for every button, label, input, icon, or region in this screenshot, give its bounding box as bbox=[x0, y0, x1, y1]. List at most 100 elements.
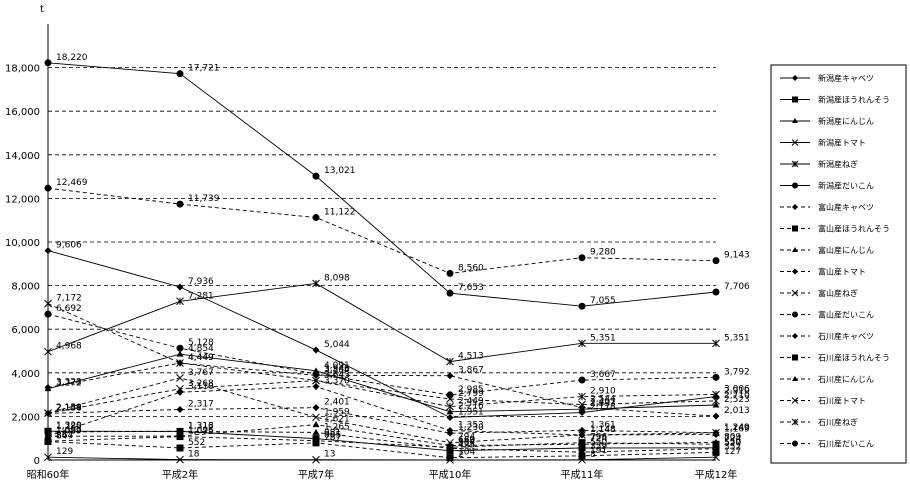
data-label: 2,523 bbox=[724, 395, 750, 405]
series-line bbox=[47, 436, 717, 448]
point-marker bbox=[712, 428, 720, 437]
legend-label: 富山産にんじん bbox=[818, 245, 874, 255]
point-marker bbox=[312, 371, 320, 379]
data-label: 3,792 bbox=[724, 367, 750, 377]
data-label: 7,055 bbox=[590, 296, 616, 306]
point-marker bbox=[446, 357, 454, 366]
point-marker bbox=[791, 289, 799, 297]
data-label: 4,091 bbox=[324, 361, 350, 371]
point-marker bbox=[176, 374, 184, 382]
data-label: 4,854 bbox=[188, 344, 214, 354]
point-marker bbox=[176, 427, 184, 434]
point-marker bbox=[44, 409, 52, 417]
data-label: 129 bbox=[56, 447, 73, 457]
legend-label: 新潟産ねぎ bbox=[818, 159, 858, 169]
series-line bbox=[47, 187, 717, 274]
data-label: 3,946 bbox=[324, 364, 350, 374]
point-marker bbox=[44, 59, 52, 67]
point-marker bbox=[312, 413, 320, 422]
data-label: 1,621 bbox=[324, 415, 350, 425]
data-label: 1,249 bbox=[724, 423, 750, 433]
point-marker bbox=[712, 412, 720, 420]
point-marker bbox=[792, 96, 798, 103]
data-label: 4,513 bbox=[458, 352, 484, 362]
data-label: 9,280 bbox=[590, 248, 616, 258]
point-marker bbox=[176, 344, 184, 352]
data-label: 2,799 bbox=[458, 389, 484, 399]
point-marker bbox=[44, 347, 52, 356]
point-marker bbox=[792, 204, 798, 210]
data-label: 724 bbox=[590, 434, 607, 444]
point-marker bbox=[792, 247, 798, 252]
point-marker bbox=[792, 376, 798, 381]
data-label: 127 bbox=[724, 447, 741, 457]
data-label: 191 bbox=[590, 446, 607, 456]
data-label: 11,739 bbox=[188, 194, 220, 204]
point-marker bbox=[176, 200, 184, 208]
data-label: 552 bbox=[188, 438, 205, 448]
data-label: 1,230 bbox=[458, 423, 484, 433]
data-label: 7,172 bbox=[56, 294, 82, 304]
series-line bbox=[47, 386, 717, 437]
data-label: 1,148 bbox=[590, 425, 616, 435]
point-marker bbox=[446, 391, 454, 399]
data-label: 1,075 bbox=[188, 427, 214, 437]
data-label: 520 bbox=[724, 439, 741, 449]
point-marker bbox=[578, 392, 586, 401]
x-tick-label: 平成2年 bbox=[162, 468, 198, 481]
point-marker bbox=[446, 438, 454, 447]
point-marker bbox=[578, 426, 586, 434]
data-label: 2,407 bbox=[590, 398, 616, 408]
point-marker bbox=[712, 288, 720, 296]
point-marker bbox=[312, 455, 320, 464]
y-tick-label: 6,000 bbox=[11, 325, 40, 336]
data-label: 2,159 bbox=[56, 403, 82, 413]
data-label: 794 bbox=[458, 433, 475, 443]
point-marker bbox=[712, 257, 720, 265]
data-label: 1,320 bbox=[56, 421, 82, 431]
point-marker bbox=[44, 438, 52, 446]
data-label: 2,178 bbox=[590, 403, 616, 413]
point-marker bbox=[712, 390, 720, 399]
point-marker bbox=[446, 413, 454, 421]
legend-label: 新潟産トマト bbox=[818, 138, 866, 148]
data-label: 584 bbox=[458, 437, 475, 447]
legend-box bbox=[770, 64, 907, 464]
data-label: 1,285 bbox=[56, 422, 82, 432]
point-marker bbox=[578, 339, 586, 348]
data-label: 18 bbox=[188, 450, 200, 460]
data-label: 6,692 bbox=[56, 304, 82, 314]
series-line bbox=[47, 282, 716, 363]
point-marker bbox=[44, 299, 52, 308]
legend-label: 石川産だいこん bbox=[818, 439, 874, 449]
data-label: 3,006 bbox=[724, 384, 750, 394]
point-marker bbox=[44, 184, 52, 192]
point-marker bbox=[312, 404, 320, 412]
data-label: 3,272 bbox=[56, 379, 82, 389]
series-line bbox=[47, 362, 717, 417]
point-marker bbox=[712, 448, 720, 456]
data-label: 1,095 bbox=[56, 426, 82, 436]
point-marker bbox=[792, 440, 798, 447]
data-label: 1,951 bbox=[458, 407, 484, 417]
data-label: 9,606 bbox=[56, 241, 82, 251]
point-marker bbox=[44, 247, 52, 255]
data-label: 2,317 bbox=[188, 399, 214, 409]
point-marker bbox=[446, 289, 454, 297]
data-label: 104 bbox=[458, 448, 475, 458]
legend-label: 富山産だいこん bbox=[818, 310, 874, 320]
y-tick-label: 2,000 bbox=[11, 412, 40, 423]
data-label: 1,316 bbox=[188, 421, 214, 431]
data-label: 352 bbox=[724, 442, 741, 452]
data-label: 13,021 bbox=[324, 166, 356, 176]
point-marker bbox=[791, 397, 799, 404]
point-marker bbox=[312, 346, 320, 354]
data-label: 2,013 bbox=[724, 406, 750, 416]
data-label: 5,128 bbox=[188, 338, 214, 348]
y-tick-label: 18,000 bbox=[5, 64, 40, 75]
series-lines bbox=[44, 59, 720, 464]
grid-lines bbox=[48, 67, 716, 417]
data-label: 2,910 bbox=[724, 387, 750, 397]
data-label: 864 bbox=[56, 431, 73, 441]
